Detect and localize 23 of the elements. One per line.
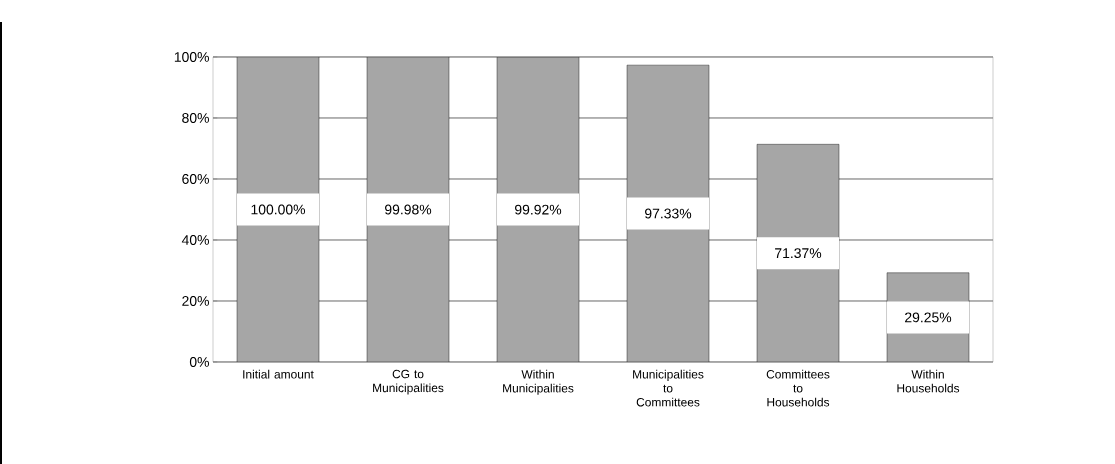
- bar: [496, 57, 580, 362]
- x-tick-label: CG to Municipalities: [373, 369, 444, 395]
- x-tick-label: Within Municipalities: [503, 369, 574, 395]
- y-tick-label: 100%: [174, 52, 209, 62]
- y-tick-label: 80%: [182, 113, 209, 123]
- data-label: 97.33%: [645, 208, 692, 219]
- bar: [366, 56, 450, 362]
- y-tick-label: 40%: [181, 235, 209, 245]
- x-tick-label: Municipalities to Committees: [633, 369, 704, 407]
- bar: [626, 64, 710, 362]
- data-label: 29.25%: [905, 312, 952, 323]
- data-label: 99.92%: [515, 204, 562, 215]
- data-label: 99.98%: [385, 204, 432, 215]
- x-tick-label: Committees to Households: [766, 369, 830, 407]
- data-label: 71.37%: [775, 248, 822, 259]
- y-tick-label: 60%: [182, 174, 209, 184]
- y-tick-label: 20%: [182, 296, 209, 306]
- data-label: 100.00%: [251, 204, 306, 215]
- y-tick-label: 0%: [189, 357, 209, 367]
- bar: [756, 144, 840, 362]
- x-tick-label: Within Households: [897, 369, 960, 393]
- x-tick-label: Initial amount: [243, 369, 314, 379]
- bar: [236, 56, 320, 362]
